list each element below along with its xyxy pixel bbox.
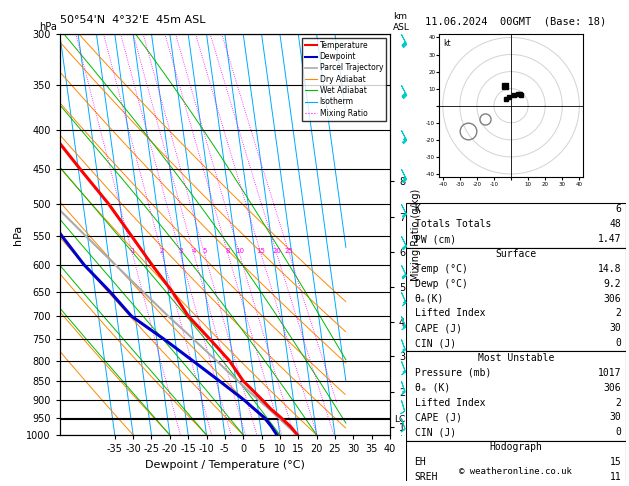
Text: 10: 10 xyxy=(235,247,244,254)
Text: hPa: hPa xyxy=(39,21,57,32)
Text: Totals Totals: Totals Totals xyxy=(415,219,491,229)
Legend: Temperature, Dewpoint, Parcel Trajectory, Dry Adiabat, Wet Adiabat, Isotherm, Mi: Temperature, Dewpoint, Parcel Trajectory… xyxy=(302,38,386,121)
Text: CIN (J): CIN (J) xyxy=(415,338,455,348)
Text: 4: 4 xyxy=(191,247,196,254)
Text: K: K xyxy=(415,205,420,214)
Bar xyxy=(406,203,626,247)
Text: 14.8: 14.8 xyxy=(598,264,621,274)
Text: 9.2: 9.2 xyxy=(604,279,621,289)
Text: 11.06.2024  00GMT  (Base: 18): 11.06.2024 00GMT (Base: 18) xyxy=(425,17,606,27)
Text: CAPE (J): CAPE (J) xyxy=(415,323,462,333)
X-axis label: Dewpoint / Temperature (°C): Dewpoint / Temperature (°C) xyxy=(145,460,305,469)
Text: 0: 0 xyxy=(616,338,621,348)
Text: 15: 15 xyxy=(610,457,621,467)
Text: 30: 30 xyxy=(610,323,621,333)
Text: Hodograph: Hodograph xyxy=(489,442,542,452)
Text: 1017: 1017 xyxy=(598,368,621,378)
Text: θₑ(K): θₑ(K) xyxy=(415,294,444,304)
Text: 0: 0 xyxy=(616,427,621,437)
Text: PW (cm): PW (cm) xyxy=(415,234,455,244)
Text: Surface: Surface xyxy=(495,249,537,259)
Text: 15: 15 xyxy=(257,247,265,254)
Text: © weatheronline.co.uk: © weatheronline.co.uk xyxy=(459,468,572,476)
Text: LCL: LCL xyxy=(394,415,410,424)
Text: Dewp (°C): Dewp (°C) xyxy=(415,279,467,289)
Text: θₑ (K): θₑ (K) xyxy=(415,382,450,393)
Text: km
ASL: km ASL xyxy=(393,12,410,32)
Text: 306: 306 xyxy=(604,382,621,393)
Text: 50°54'N  4°32'E  45m ASL: 50°54'N 4°32'E 45m ASL xyxy=(60,15,205,25)
Text: 1.47: 1.47 xyxy=(598,234,621,244)
Text: EH: EH xyxy=(415,457,426,467)
Text: 8: 8 xyxy=(226,247,230,254)
Text: kt: kt xyxy=(443,39,450,48)
Y-axis label: Mixing Ratio (g/kg): Mixing Ratio (g/kg) xyxy=(411,189,421,280)
Text: CAPE (J): CAPE (J) xyxy=(415,413,462,422)
Y-axis label: hPa: hPa xyxy=(13,225,23,244)
Text: 5: 5 xyxy=(203,247,206,254)
Text: CIN (J): CIN (J) xyxy=(415,427,455,437)
Bar xyxy=(406,351,626,441)
Text: 3: 3 xyxy=(178,247,182,254)
Text: 11: 11 xyxy=(610,472,621,482)
Text: Lifted Index: Lifted Index xyxy=(415,398,485,408)
Text: Lifted Index: Lifted Index xyxy=(415,309,485,318)
Text: Pressure (mb): Pressure (mb) xyxy=(415,368,491,378)
Bar xyxy=(406,441,626,486)
Text: Most Unstable: Most Unstable xyxy=(477,353,554,363)
Text: 25: 25 xyxy=(285,247,294,254)
Text: 1: 1 xyxy=(130,247,135,254)
Bar xyxy=(406,247,626,351)
Text: 48: 48 xyxy=(610,219,621,229)
Text: 306: 306 xyxy=(604,294,621,304)
Text: Temp (°C): Temp (°C) xyxy=(415,264,467,274)
Text: 2: 2 xyxy=(616,398,621,408)
Text: 20: 20 xyxy=(272,247,281,254)
Text: SREH: SREH xyxy=(415,472,438,482)
Text: 30: 30 xyxy=(610,413,621,422)
Text: 2: 2 xyxy=(160,247,164,254)
Text: 2: 2 xyxy=(616,309,621,318)
Text: 6: 6 xyxy=(616,205,621,214)
